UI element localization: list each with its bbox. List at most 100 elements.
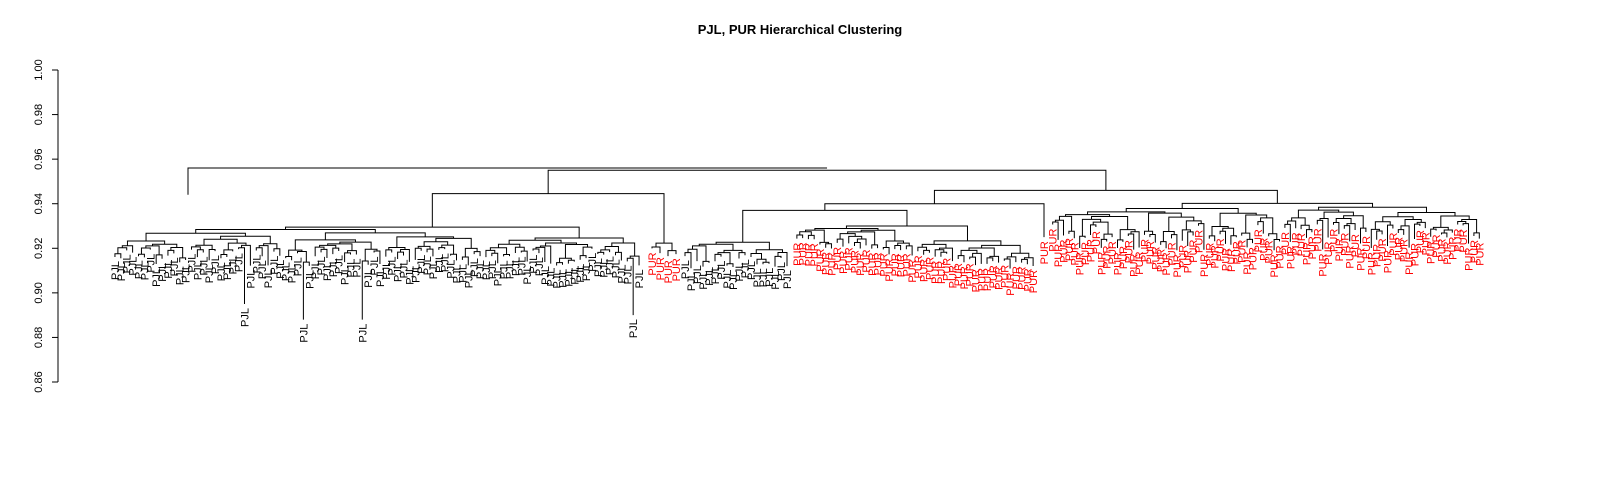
leaf-label: PUR — [655, 257, 667, 280]
y-tick-label: 1.00 — [33, 59, 45, 80]
leaf-label: PJL — [563, 268, 575, 287]
leaf-label: PJL — [310, 260, 322, 279]
leaf-label: PUR — [1356, 248, 1368, 271]
dendrogram-branch — [497, 243, 521, 248]
dendrogram-branch — [986, 257, 994, 264]
leaf-label: PUR — [1123, 240, 1135, 263]
leaf-label: PJL — [122, 254, 134, 273]
y-tick-label: 0.90 — [33, 282, 45, 303]
y-tick-label: 0.86 — [33, 371, 45, 392]
leaf-label: PJL — [522, 266, 534, 285]
leaf-label: PJL — [393, 263, 405, 282]
dendrogram-branch — [195, 228, 376, 234]
leaf-label: PUR — [1469, 240, 1481, 263]
leaf-label: PJL — [452, 264, 464, 283]
dendrogram-branch — [140, 247, 151, 255]
leaf-label: PUR — [647, 252, 659, 275]
leaf-label: PJL — [782, 270, 794, 289]
leaf-label: PUR — [1215, 238, 1227, 261]
dendrogram-branch — [960, 249, 978, 256]
dendrogram-branch — [856, 238, 867, 246]
leaf-label: PUR — [1329, 229, 1341, 252]
dendrogram-branch — [1091, 215, 1129, 230]
leaf-label: PUR — [1253, 229, 1265, 252]
leaf-label: PJL — [216, 262, 228, 281]
leaf-label: PUR — [1150, 247, 1162, 270]
leaf-label: PUR — [671, 258, 683, 281]
leaf-label: PUR — [988, 265, 1000, 288]
leaf-label: PJL — [316, 256, 328, 275]
leaf-label: PUR — [1145, 241, 1157, 264]
leaf-label: PUR — [1210, 245, 1222, 268]
dendrogram-branch — [854, 242, 861, 249]
leaf-label: PJL — [728, 271, 740, 290]
leaf-label: PJL — [169, 257, 181, 276]
leaf-label: PUR — [832, 247, 844, 270]
leaf-label: PUR — [1161, 252, 1173, 275]
leaf-label: PUR — [1361, 236, 1373, 259]
leaf-label: PJL — [346, 259, 358, 278]
leaf-label: PJL — [410, 264, 422, 283]
leaf-label: PUR — [1339, 233, 1351, 256]
leaf-label: PJL — [351, 259, 363, 278]
leaf-label: PUR — [1307, 236, 1319, 259]
leaf-label: PJL — [263, 269, 275, 288]
leaf-label: PUR — [1453, 228, 1465, 251]
leaf-label: PJL — [304, 270, 316, 289]
leaf-label: PUR — [1102, 245, 1114, 268]
leaf-label: PUR — [1080, 242, 1092, 265]
dendrogram-branch — [1117, 239, 1124, 249]
leaf-label: PUR — [947, 265, 959, 288]
dendrogram-branch — [582, 246, 593, 256]
leaf-label: PJL — [110, 261, 122, 280]
y-tick-label: 0.98 — [33, 104, 45, 125]
dendrogram-branch — [972, 252, 982, 264]
dendrogram-branch — [897, 242, 910, 246]
leaf-label: PUR — [1334, 238, 1346, 261]
dendrogram-branch — [629, 255, 640, 266]
dendrogram-branch — [1011, 252, 1030, 258]
leaf-label: PUR — [1383, 250, 1395, 273]
leaf-label: PUR — [850, 250, 862, 273]
dendrogram-branch — [1068, 230, 1075, 239]
dendrogram-branch — [508, 239, 562, 245]
dendrogram-branch — [1168, 216, 1195, 232]
leaf-label: PJL — [463, 269, 475, 288]
dendrogram-branch — [167, 249, 175, 256]
leaf-label: PUR — [1069, 242, 1081, 265]
dendrogram-branch — [464, 247, 478, 258]
leaf-label: PJL — [428, 260, 440, 279]
dendrogram-branch — [1416, 221, 1426, 229]
leaf-label: PUR — [976, 268, 988, 291]
dendrogram-branch — [1006, 256, 1017, 263]
leaf-label: PUR — [953, 263, 965, 286]
dendrogram-branch — [1021, 258, 1028, 265]
leaf-label: PUR — [1410, 243, 1422, 266]
leaf-label: PUR — [1312, 228, 1324, 251]
dendrogram-branch — [196, 249, 204, 258]
leaf-label: PJL — [422, 256, 434, 275]
leaf-label: PJL — [704, 267, 716, 286]
dendrogram-branch — [145, 232, 246, 241]
leaf-label: PUR — [1377, 238, 1389, 261]
dendrogram-branch — [559, 257, 572, 263]
leaf-label: PUR — [884, 258, 896, 281]
leaf-label: PJL — [322, 262, 334, 281]
dendrogram-branch — [223, 249, 234, 255]
y-tick-label: 0.92 — [33, 238, 45, 259]
leaf-label: PJL — [634, 269, 646, 288]
leaf-label: PJL — [204, 264, 216, 283]
leaf-label: PUR — [826, 252, 838, 275]
leaf-label: PUR — [1426, 241, 1438, 264]
leaf-label: PJL — [587, 253, 599, 272]
leaf-label: PJL — [493, 267, 505, 286]
dendrogram-branch — [1300, 224, 1310, 230]
chart-title: PJL, PUR Hierarchical Clustering — [697, 22, 903, 37]
leaf-label: PJL — [534, 257, 546, 276]
dendrogram-branch — [1023, 257, 1034, 266]
dendrogram-branch — [825, 243, 832, 249]
leaf-label: PJL — [722, 270, 734, 289]
leaf-label: PUR — [867, 253, 879, 276]
leaf-label: PUR — [890, 253, 902, 276]
leaf-label: PUR — [1086, 239, 1098, 262]
